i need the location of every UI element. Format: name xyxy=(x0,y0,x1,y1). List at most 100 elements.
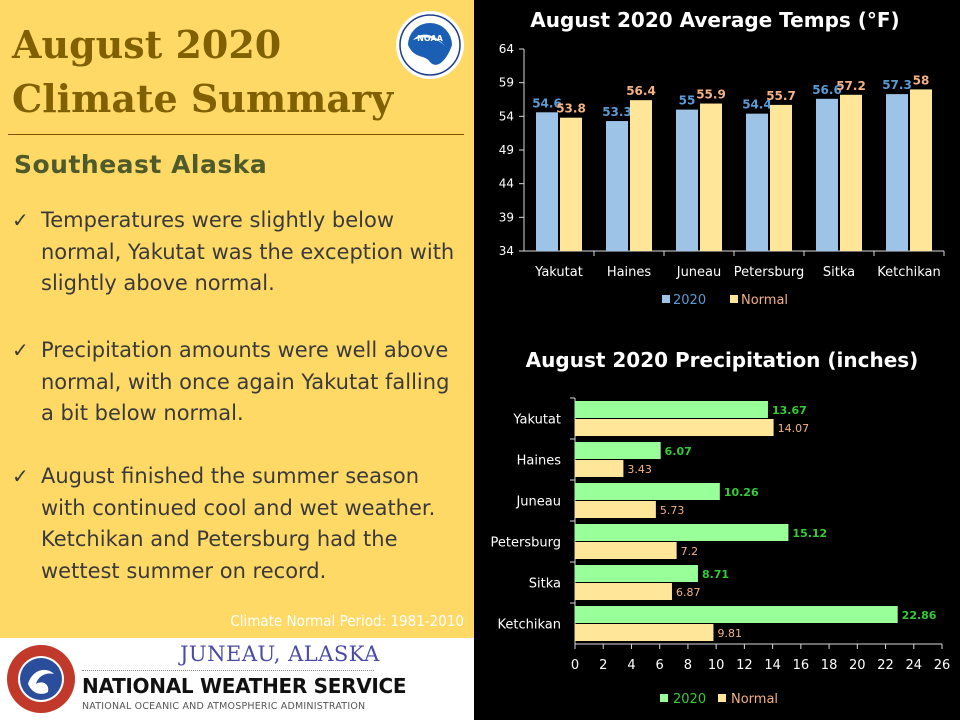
temp-y-tick-label: 54 xyxy=(499,109,514,123)
checkmark-icon: ✓ xyxy=(12,208,29,232)
precip-data-label: 6.87 xyxy=(676,586,701,599)
precip-bar-2020 xyxy=(575,401,768,418)
office-location: JUNEAU, ALASKA xyxy=(180,642,380,666)
precip-category-label: Yakutat xyxy=(512,413,561,428)
precip-data-label: 5.73 xyxy=(660,504,685,517)
temp-data-label: 58 xyxy=(913,73,930,87)
precip-chart-title: August 2020 Precipitation (inches) xyxy=(525,348,919,372)
precip-x-tick-label: 18 xyxy=(821,658,838,673)
temp-y-tick-label: 59 xyxy=(499,76,514,90)
temp-bar-normal xyxy=(770,104,792,252)
temp-legend-label: 2020 xyxy=(673,293,706,308)
precip-data-label: 15.12 xyxy=(792,527,827,540)
temp-data-label: 56.4 xyxy=(626,84,656,98)
region-subtitle: Southeast Alaska xyxy=(14,150,268,179)
temp-y-tick-label: 34 xyxy=(499,244,514,258)
precip-legend-swatch xyxy=(660,694,668,702)
temp-legend-label: Normal xyxy=(741,293,788,308)
checkmark-icon: ✓ xyxy=(12,338,29,362)
temp-y-tick-label: 64 xyxy=(499,42,514,56)
precip-x-tick-label: 26 xyxy=(934,658,951,673)
checkmark-icon: ✓ xyxy=(12,464,29,488)
temp-category-label: Ketchikan xyxy=(877,265,940,280)
precip-legend-label: 2020 xyxy=(673,692,706,707)
precip-x-tick-label: 6 xyxy=(656,658,664,673)
precip-bar-normal xyxy=(575,419,774,436)
precip-data-label: 22.86 xyxy=(902,609,937,622)
bullet-text: Precipitation amounts were well above no… xyxy=(41,338,450,425)
precip-x-tick-label: 16 xyxy=(793,658,810,673)
precip-bar-2020 xyxy=(575,524,789,541)
precip-data-label: 3.43 xyxy=(627,463,652,476)
precip-x-tick-label: 8 xyxy=(684,658,692,673)
temp-bar-2020 xyxy=(676,109,698,251)
temp-bar-2020 xyxy=(606,121,628,252)
temp-bar-normal xyxy=(840,94,862,251)
precip-x-tick-label: 14 xyxy=(764,658,781,673)
precip-x-tick-label: 2 xyxy=(599,658,607,673)
temp-bar-2020 xyxy=(816,98,838,252)
precip-bar-normal xyxy=(575,501,656,518)
temp-category-label: Sitka xyxy=(823,265,855,280)
temp-chart-title: August 2020 Average Temps (°F) xyxy=(530,8,900,32)
precip-x-tick-label: 20 xyxy=(849,658,866,673)
normal-period-note: Climate Normal Period: 1981-2010 xyxy=(230,612,464,630)
precip-x-tick-label: 24 xyxy=(905,658,922,673)
precip-x-tick-label: 22 xyxy=(877,658,894,673)
temp-bar-normal xyxy=(910,89,932,252)
temp-data-label: 54.6 xyxy=(532,96,562,110)
precip-category-label: Ketchikan xyxy=(498,618,561,633)
temp-data-label: 53.3 xyxy=(602,105,632,119)
temp-y-tick-label: 39 xyxy=(499,210,514,224)
temp-y-tick-label: 44 xyxy=(499,177,514,191)
precip-legend-label: Normal xyxy=(731,692,778,707)
precip-x-tick-label: 0 xyxy=(571,658,579,673)
page-title: August 2020 Climate Summary xyxy=(12,18,393,126)
temp-category-label: Petersburg xyxy=(734,265,804,280)
temp-data-label: 54.4 xyxy=(742,98,772,112)
summary-panel: August 2020 Climate Summary NOAA Southea… xyxy=(0,0,474,638)
nws-logo-icon xyxy=(6,644,76,714)
precip-data-label: 10.26 xyxy=(724,486,759,499)
precip-data-label: 14.07 xyxy=(778,422,810,435)
precip-bar-normal xyxy=(575,460,624,477)
precip-data-label: 9.81 xyxy=(717,627,742,640)
temp-data-label: 57.3 xyxy=(882,78,912,92)
precip-category-label: Juneau xyxy=(515,495,561,510)
precip-bar-normal xyxy=(575,583,672,600)
bullet-summer: ✓ August finished the summer season with… xyxy=(12,461,462,587)
precip-bar-normal xyxy=(575,624,714,641)
precip-bar-2020 xyxy=(575,442,661,459)
bullet-text: Temperatures were slightly below normal,… xyxy=(41,208,455,295)
temp-category-label: Juneau xyxy=(676,265,722,280)
precip-category-label: Petersburg xyxy=(491,536,561,551)
precip-data-label: 13.67 xyxy=(772,404,807,417)
precip-legend-swatch xyxy=(718,694,726,702)
temp-data-label: 57.2 xyxy=(836,79,866,93)
title-line-2: Climate Summary xyxy=(12,76,394,121)
footer-divider xyxy=(82,670,374,671)
precip-x-tick-label: 10 xyxy=(708,658,725,673)
temp-bar-normal xyxy=(560,117,582,252)
temp-legend-swatch xyxy=(730,295,738,303)
agency-name: NATIONAL WEATHER SERVICE xyxy=(82,674,407,698)
title-divider xyxy=(8,134,464,135)
temp-chart: 34 39 44 49 54 59 64 Yakutat 54.653.8 Haines 53.3 5… xyxy=(499,42,945,308)
temp-data-label: 55.9 xyxy=(696,88,726,102)
noaa-logo-text: NOAA xyxy=(417,34,443,43)
precip-chart: 0 2 4 6 8 10 12 14 16 18 20 22 24 26Yakutat13.6714.07… xyxy=(491,397,951,707)
temp-legend-swatch xyxy=(662,295,670,303)
temp-y-tick-label: 49 xyxy=(499,143,514,157)
precip-bar-2020 xyxy=(575,606,898,623)
footer: JUNEAU, ALASKA NATIONAL WEATHER SERVICE … xyxy=(0,638,474,720)
noaa-logo-icon: NOAA xyxy=(395,10,465,80)
temp-category-label: Haines xyxy=(607,265,652,280)
temp-category-label: Yakutat xyxy=(534,265,583,280)
temp-data-label: 56.6 xyxy=(812,83,842,97)
temp-bar-normal xyxy=(630,100,652,251)
precip-bar-2020 xyxy=(575,565,698,582)
precip-category-label: Sitka xyxy=(529,577,561,592)
precip-x-tick-label: 4 xyxy=(627,658,635,673)
temp-bar-normal xyxy=(700,103,722,251)
temp-bar-2020 xyxy=(536,112,558,251)
